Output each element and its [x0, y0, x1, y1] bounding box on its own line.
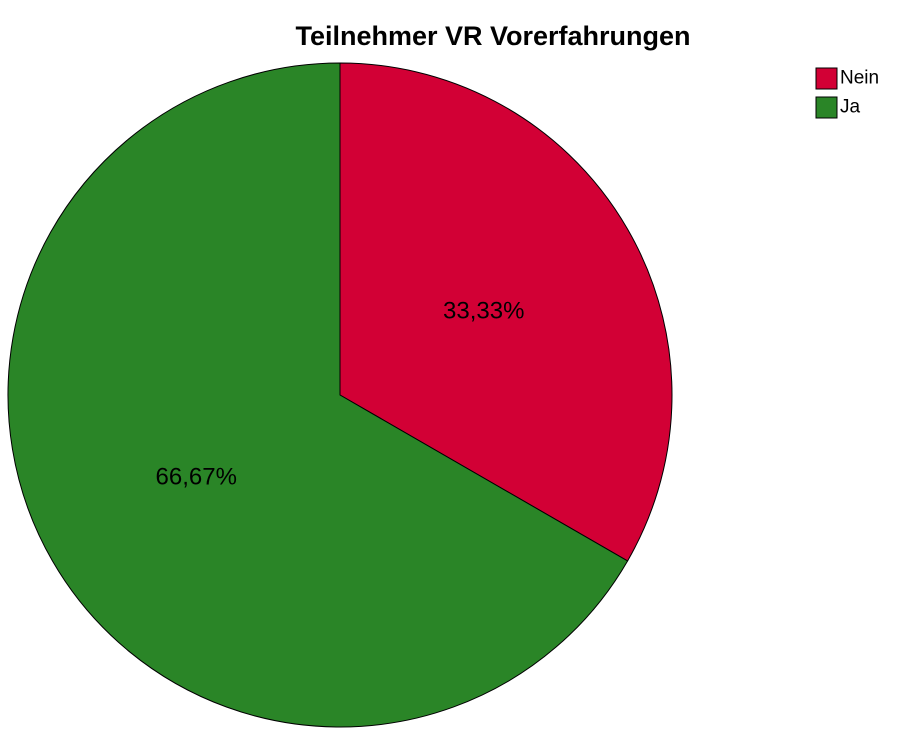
legend: Nein Ja: [815, 67, 879, 119]
pie-slices: [7, 62, 673, 728]
legend-swatch-nein: [815, 67, 838, 90]
pie-slice-ja: [7, 62, 629, 728]
legend-swatch-ja: [815, 96, 838, 119]
pie-slice-labels: 33,33% 66,67%: [156, 297, 525, 490]
chart-title: Teilnehmer VR Vorerfahrungen: [295, 21, 690, 51]
slice-label-nein: 33,33%: [443, 297, 524, 324]
legend-label-nein: Nein: [840, 68, 879, 89]
slice-label-ja: 66,67%: [156, 463, 237, 490]
legend-label-ja: Ja: [840, 97, 861, 118]
pie-slice-nein: [339, 62, 673, 562]
